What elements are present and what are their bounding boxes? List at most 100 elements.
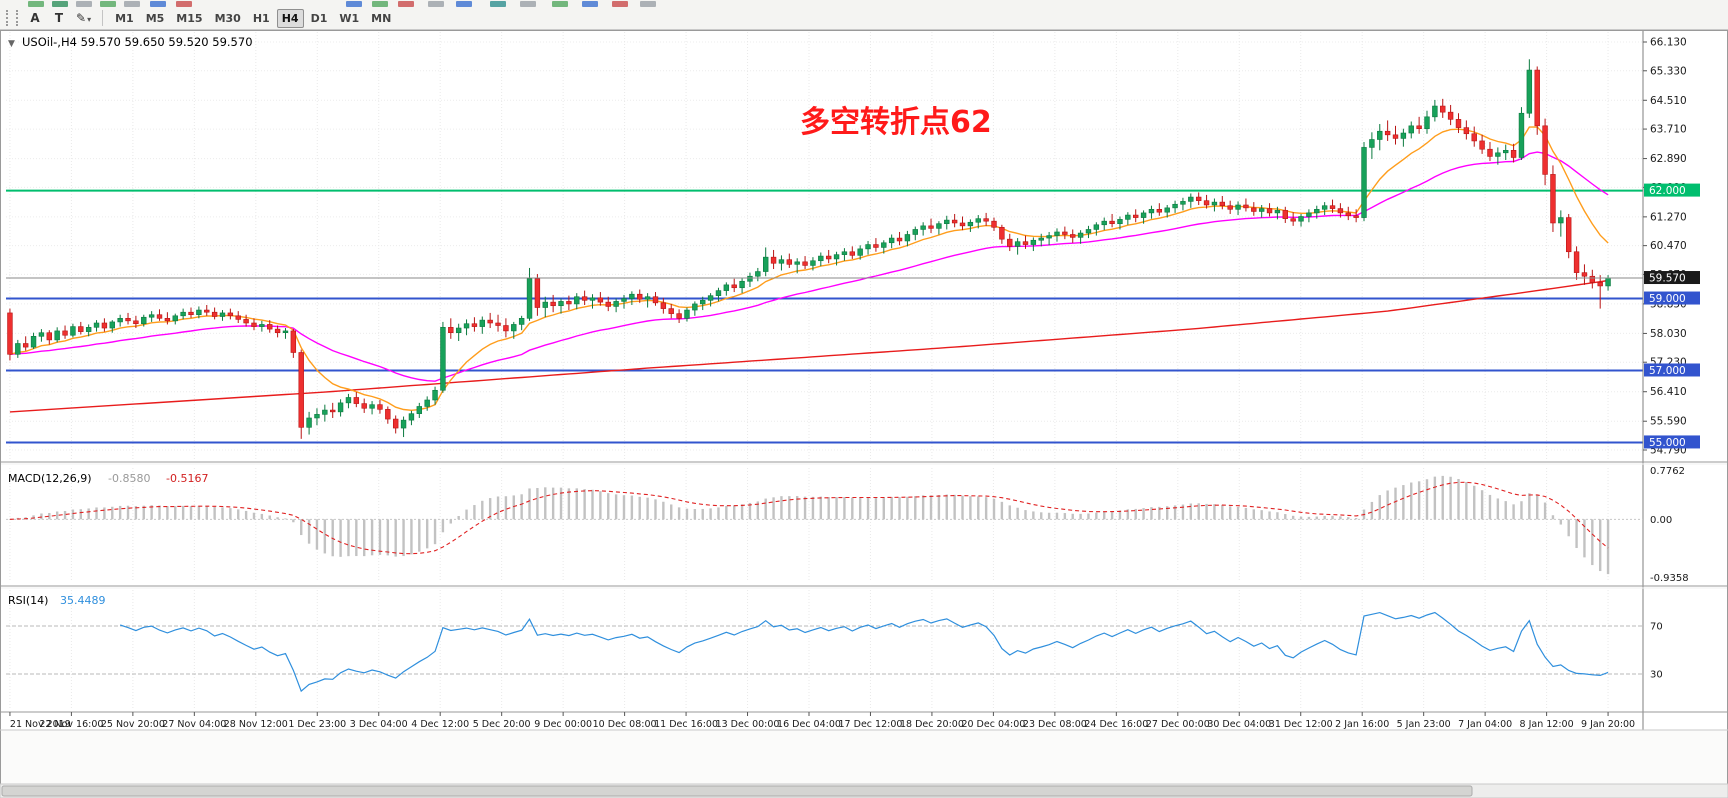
arrow-tool-button[interactable]: A	[24, 9, 46, 28]
svg-text:2 Jan 16:00: 2 Jan 16:00	[1335, 719, 1389, 730]
svg-text:56.410: 56.410	[1650, 386, 1687, 398]
svg-text:30 Dec 04:00: 30 Dec 04:00	[1207, 719, 1271, 730]
price-label-box: 55.000	[1644, 435, 1700, 449]
svg-text:11 Dec 16:00: 11 Dec 16:00	[654, 719, 718, 730]
price-label-box: 59.000	[1644, 291, 1700, 305]
toolbar-button-row: A T ✎▾ M1 M5 M15 M30 H1 H4 D1 W1 MN	[0, 7, 1728, 29]
svg-text:13 Dec 00:00: 13 Dec 00:00	[716, 719, 780, 730]
svg-text:24 Dec 16:00: 24 Dec 16:00	[1084, 719, 1148, 730]
scrollbar-thumb[interactable]	[1, 785, 1473, 797]
chart-window: 66.13065.33064.51063.71062.89062.09061.2…	[0, 30, 1728, 798]
symbol-ohlc-title: USOil-,H4 59.570 59.650 59.520 59.570	[22, 35, 253, 49]
svg-text:59.000: 59.000	[1649, 293, 1686, 305]
cropped-toolbar-icon	[612, 1, 628, 7]
svg-text:27 Nov 04:00: 27 Nov 04:00	[162, 719, 226, 730]
timeframe-button-m1[interactable]: M1	[110, 9, 139, 28]
cropped-toolbar-icons	[0, 0, 1728, 7]
timeframe-button-h1[interactable]: H1	[248, 9, 275, 28]
svg-text:9 Dec 00:00: 9 Dec 00:00	[534, 719, 592, 730]
svg-text:18 Dec 20:00: 18 Dec 20:00	[900, 719, 964, 730]
svg-text:20 Dec 04:00: 20 Dec 04:00	[961, 719, 1025, 730]
timeframe-button-h4[interactable]: H4	[276, 8, 304, 28]
svg-text:17 Dec 12:00: 17 Dec 12:00	[839, 719, 903, 730]
timeframe-button-mn[interactable]: MN	[366, 9, 396, 28]
svg-text:3 Dec 04:00: 3 Dec 04:00	[350, 719, 408, 730]
timeframe-button-m5[interactable]: M5	[141, 9, 170, 28]
svg-text:60.470: 60.470	[1650, 240, 1687, 252]
macd-histogram	[8, 475, 1610, 575]
svg-text:62.890: 62.890	[1650, 153, 1687, 165]
svg-text:8 Jan 12:00: 8 Jan 12:00	[1520, 719, 1574, 730]
pencil-icon: ✎	[76, 11, 87, 25]
svg-text:31 Dec 12:00: 31 Dec 12:00	[1269, 719, 1333, 730]
svg-text:59.570: 59.570	[1649, 273, 1686, 285]
svg-text:70: 70	[1650, 622, 1663, 633]
ma-slow-line	[9, 279, 1609, 413]
svg-text:61.270: 61.270	[1650, 211, 1687, 223]
svg-text:30: 30	[1650, 670, 1663, 681]
svg-text:55.590: 55.590	[1650, 416, 1687, 428]
macd-signal-line	[9, 481, 1609, 555]
price-label-box: 62.000	[1644, 183, 1700, 197]
svg-text:22 Nov 16:00: 22 Nov 16:00	[39, 719, 103, 730]
cropped-toolbar-icon	[428, 1, 444, 7]
svg-text:63.710: 63.710	[1650, 124, 1687, 136]
cropped-toolbar-icon	[490, 1, 506, 7]
rsi-value: 35.4489	[60, 594, 106, 607]
svg-text:64.510: 64.510	[1650, 95, 1687, 107]
panel-separators[interactable]	[0, 461, 1728, 589]
text-tool-button[interactable]: T	[48, 9, 70, 28]
cropped-toolbar-icon	[456, 1, 472, 7]
cropped-toolbar-icon	[372, 1, 388, 7]
svg-text:21 Nov 2019: 21 Nov 2019	[10, 719, 71, 730]
chevron-down-icon: ▾	[87, 15, 92, 24]
cropped-toolbar-icon	[520, 1, 536, 7]
rsi-line	[120, 611, 1609, 693]
svg-text:1 Dec 23:00: 1 Dec 23:00	[288, 719, 346, 730]
svg-text:27 Dec 00:00: 27 Dec 00:00	[1146, 719, 1210, 730]
timeframe-button-w1[interactable]: W1	[334, 9, 364, 28]
timeframe-button-m15[interactable]: M15	[171, 9, 207, 28]
svg-text:65.330: 65.330	[1650, 65, 1687, 77]
candlestick-series	[7, 59, 1611, 439]
svg-text:9 Jan 20:00: 9 Jan 20:00	[1581, 719, 1635, 730]
macd-value-signal: -0.5167	[166, 472, 208, 485]
svg-text:25 Nov 20:00: 25 Nov 20:00	[101, 719, 165, 730]
svg-text:5 Dec 20:00: 5 Dec 20:00	[473, 719, 531, 730]
macd-axis: 0.7762 0.00 -0.9358	[1650, 466, 1689, 584]
macd-value-main: -0.8580	[108, 472, 150, 485]
cropped-toolbar-icon	[100, 1, 116, 7]
cropped-toolbar-icon	[76, 1, 92, 7]
toolbar: A T ✎▾ M1 M5 M15 M30 H1 H4 D1 W1 MN	[0, 0, 1728, 30]
timeframe-buttons: M1 M5 M15 M30 H1 H4 D1 W1 MN	[109, 8, 397, 28]
svg-text:-0.9358: -0.9358	[1650, 573, 1689, 584]
cropped-toolbar-icon	[582, 1, 598, 7]
svg-text:23 Dec 08:00: 23 Dec 08:00	[1023, 719, 1087, 730]
collapse-panel-arrow[interactable]: ▼	[8, 39, 15, 49]
svg-text:57.000: 57.000	[1649, 365, 1686, 377]
cropped-toolbar-icon	[552, 1, 568, 7]
svg-text:62.000: 62.000	[1649, 185, 1686, 197]
svg-text:5 Jan 23:00: 5 Jan 23:00	[1397, 719, 1451, 730]
panel-backgrounds	[0, 30, 1728, 798]
svg-text:66.130: 66.130	[1650, 37, 1687, 49]
rsi-header-label: RSI(14)	[8, 594, 48, 607]
cropped-toolbar-icon	[28, 1, 44, 7]
horizontal-scrollbar	[0, 783, 1728, 798]
price-label-box: 59.570	[1644, 271, 1700, 285]
toolbar-separator	[102, 10, 104, 26]
svg-text:10 Dec 08:00: 10 Dec 08:00	[593, 719, 657, 730]
timeframe-button-m30[interactable]: M30	[210, 9, 246, 28]
cropped-toolbar-icon	[124, 1, 140, 7]
ma-mid-line	[9, 151, 1609, 382]
annotation-text[interactable]: 多空转折点62	[800, 105, 992, 140]
draw-tool-button[interactable]: ✎▾	[72, 9, 95, 28]
toolbar-gripper[interactable]	[6, 10, 18, 26]
timeframe-button-d1[interactable]: D1	[306, 9, 333, 28]
rsi-level-lines: 70 30	[6, 622, 1663, 681]
svg-text:58.030: 58.030	[1650, 328, 1687, 340]
svg-text:0.00: 0.00	[1650, 515, 1672, 526]
cropped-toolbar-icon	[176, 1, 192, 7]
svg-text:0.7762: 0.7762	[1650, 466, 1685, 477]
